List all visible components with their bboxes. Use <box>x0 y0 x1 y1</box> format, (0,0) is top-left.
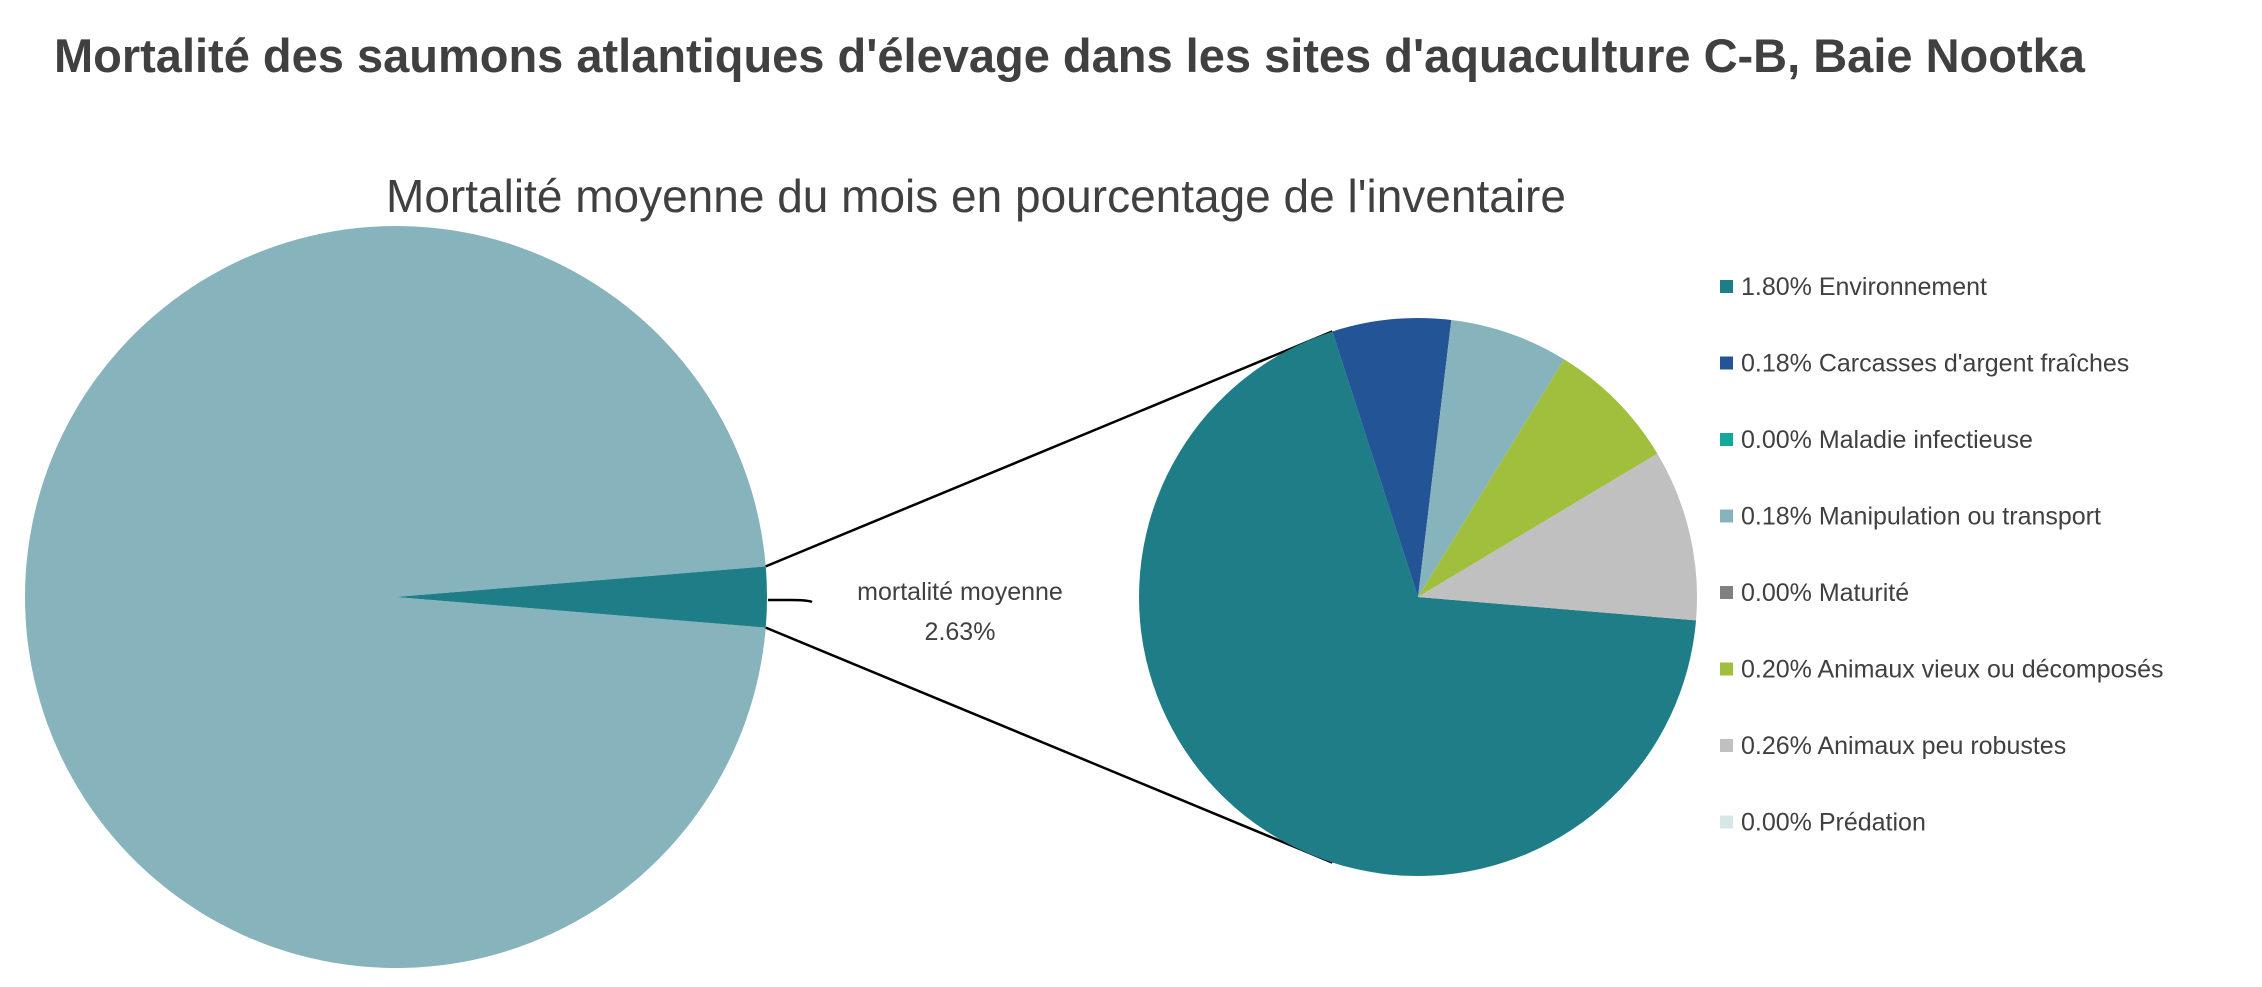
label-leader-line <box>768 598 813 604</box>
secondary-slice-1 <box>1332 318 1452 597</box>
legend-swatch <box>1720 280 1733 293</box>
legend-entry: 0.00% Maladie infectieuse <box>1741 426 2033 454</box>
legend-entry: 0.00% Prédation <box>1741 809 1926 837</box>
secondary-slice-5 <box>1418 359 1658 597</box>
legend-entry: 0.18% Carcasses d'argent fraîches <box>1741 350 2129 378</box>
legend-swatch <box>1720 356 1733 370</box>
legend-swatch <box>1720 586 1733 599</box>
secondary-pie <box>1138 318 1697 877</box>
legend: 1.80% Environnement 0.18% Carcasses d'arg… <box>1720 273 2163 837</box>
secondary-slice-3 <box>1418 319 1565 597</box>
data-label-name: mortalité moyenne <box>857 578 1063 606</box>
legend-swatch <box>1720 662 1733 676</box>
legend-entry: 0.00% Maturité <box>1741 579 1909 607</box>
legend-swatch <box>1720 509 1733 523</box>
secondary-slice-0 <box>1138 331 1697 877</box>
legend-entry: 1.80% Environnement <box>1741 273 1987 301</box>
connector-line-top <box>765 330 1333 568</box>
legend-swatch <box>1720 815 1733 829</box>
legend-swatch <box>1720 433 1733 446</box>
legend-entry: 0.18% Manipulation ou transport <box>1741 503 2101 531</box>
legend-entry: 0.20% Animaux vieux ou décomposés <box>1741 656 2163 684</box>
secondary-slice-6 <box>1418 453 1697 621</box>
chart-title: Mortalité des saumons atlantiques d'élev… <box>54 29 2085 82</box>
legend-swatch <box>1720 739 1733 752</box>
chart-subtitle: Mortalité moyenne du mois en pourcentage… <box>386 170 1566 222</box>
primary-slice-mortalite-moyenne <box>396 566 767 628</box>
primary-pie <box>24 225 767 968</box>
connector-line-bottom <box>765 626 1333 864</box>
legend-entry: 0.26% Animaux peu robustes <box>1741 732 2066 760</box>
connector-lines <box>765 330 1333 864</box>
data-label-value: 2.63% <box>925 618 996 646</box>
primary-slice-rest <box>24 225 766 968</box>
